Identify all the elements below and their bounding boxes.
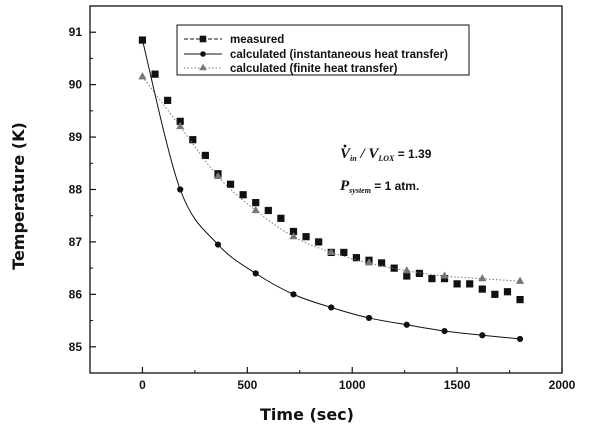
data-point-square — [176, 117, 184, 125]
data-point-square — [516, 296, 524, 304]
x-axis-title: Time (sec) — [260, 405, 354, 424]
data-point-circle — [365, 314, 373, 322]
data-point-square — [151, 70, 159, 78]
data-point-square — [491, 290, 499, 298]
y-axis-title: Temperature (K) — [9, 122, 28, 270]
series-layer — [138, 36, 525, 343]
data-point-square — [503, 288, 512, 296]
data-point-triangle — [213, 171, 223, 179]
data-point-circle — [252, 270, 259, 277]
data-point-triangle — [440, 271, 449, 279]
data-point-triangle — [327, 247, 336, 256]
pressure-label: Psystem = 1 atm. — [340, 178, 419, 195]
series-3 — [138, 72, 525, 284]
data-point-circle — [214, 241, 222, 248]
data-point-square — [289, 227, 298, 236]
data-point-square — [466, 280, 474, 288]
data-point-circle — [403, 321, 410, 328]
x-tick-label: 500 — [237, 378, 257, 392]
x-tick-label: 1500 — [444, 378, 471, 392]
data-point-triangle — [478, 274, 487, 282]
legend-label: measured — [230, 34, 284, 46]
legend-box — [176, 24, 470, 76]
y-tick-label: 87 — [69, 235, 83, 249]
data-point-triangle — [364, 258, 374, 266]
data-point-triangle — [515, 276, 525, 284]
data-point-square — [390, 264, 398, 272]
x-tick-label: 1000 — [339, 378, 366, 392]
data-point-square — [340, 248, 348, 257]
data-point-square — [302, 233, 310, 241]
data-point-square — [189, 136, 197, 144]
x-tick-label: 0 — [139, 378, 146, 392]
data-point-square — [315, 238, 323, 246]
ratio-v-in: Vin / VLOX = 1.39 — [340, 146, 432, 163]
y-tick-label: 88 — [69, 183, 83, 197]
y-tick-label: 91 — [69, 25, 83, 39]
data-point-square — [239, 191, 247, 199]
data-point-square — [264, 206, 272, 215]
series-2 — [139, 36, 524, 343]
flow-ratio-annotation: Vin / VLOX = 1.39 — [340, 144, 432, 163]
data-point-triangle — [176, 121, 185, 130]
axes-layer: 0 500 1000 1500 2000 85 86 87 88 89 90 91 — [69, 5, 576, 392]
pressure-annotation: Psystem = 1 atm. — [340, 178, 419, 195]
data-point-square — [403, 272, 411, 280]
data-point-triangle — [138, 72, 147, 80]
data-point-square — [352, 254, 361, 262]
data-point-circle — [479, 332, 486, 339]
data-point-circle — [516, 335, 524, 343]
data-point-square — [277, 214, 285, 222]
legend-label: calculated (finite heat transfer) — [230, 63, 398, 75]
data-point-square — [252, 199, 260, 207]
series-1 — [138, 36, 524, 304]
series-line — [141, 39, 521, 340]
data-point-square — [164, 96, 172, 104]
data-point-square — [199, 35, 207, 43]
y-tick-label: 90 — [69, 78, 83, 92]
data-point-circle — [200, 51, 206, 57]
data-point-square — [428, 275, 436, 283]
data-point-square — [377, 259, 386, 267]
data-point-triangle — [199, 63, 207, 71]
data-point-triangle — [251, 205, 260, 214]
data-point-circle — [290, 291, 297, 298]
data-point-triangle — [402, 266, 411, 274]
data-point-square — [201, 151, 209, 160]
data-point-square — [415, 269, 423, 277]
data-point-square — [478, 285, 486, 293]
y-tick-label: 85 — [69, 340, 83, 354]
data-point-square — [226, 180, 235, 188]
data-point-circle — [441, 327, 448, 335]
data-point-triangle — [289, 232, 298, 240]
legend-items: measured calculated (instantaneous heat t… — [184, 34, 448, 75]
data-point-square — [440, 275, 449, 283]
legend: measured calculated (instantaneous heat t… — [176, 24, 470, 76]
legend-label: calculated (instantaneous heat transfer) — [230, 49, 448, 61]
data-point-circle — [328, 304, 335, 311]
y-tick-label: 89 — [69, 130, 83, 144]
data-point-circle — [139, 36, 146, 44]
data-point-square — [453, 280, 461, 288]
y-tick-label: 86 — [69, 287, 83, 301]
v-dot-icon — [343, 144, 347, 148]
data-point-circle — [177, 186, 184, 193]
x-tick-label: 2000 — [549, 378, 576, 392]
